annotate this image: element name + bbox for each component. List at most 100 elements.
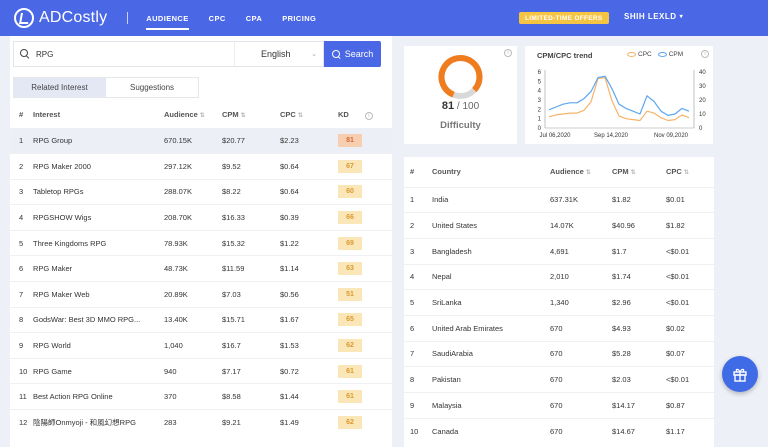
sort-icon[interactable]: ⇅ [297, 113, 303, 120]
cpm-value: $2.03 [612, 366, 666, 393]
interest-name[interactable]: RPG Maker 2000 [33, 153, 164, 180]
table-row[interactable]: 12 陰陽師Onmyoji - 和風幻想RPG 283 $9.21 $1.49 62 [10, 409, 392, 436]
language-value: English [261, 49, 291, 59]
interest-name[interactable]: RPG Game [33, 357, 164, 384]
row-number: 10 [10, 357, 33, 384]
col-header-cpc[interactable]: CPC ⇅ [666, 167, 689, 177]
col-header-cpm[interactable]: CPM ⇅ [222, 110, 246, 120]
col-header-audience[interactable]: Audience ⇅ [164, 110, 205, 120]
tab-suggestions[interactable]: Suggestions [106, 77, 199, 98]
sort-icon[interactable]: ⇅ [630, 170, 636, 177]
table-row[interactable]: 9 Malaysia 670 $14.17 $0.87 [404, 392, 714, 419]
cpc-value: <$0.01 [666, 289, 714, 316]
trend-legend: CPC CPM [627, 51, 683, 58]
sort-icon[interactable]: ⇅ [199, 113, 205, 120]
interest-name[interactable]: GodsWar: Best 3D MMO RPG... [33, 306, 164, 333]
col-header-country: Country [432, 167, 461, 177]
table-row[interactable]: 2 RPG Maker 2000 297.12K $9.52 $0.64 67 [10, 153, 392, 180]
table-row[interactable]: 3 Bangladesh 4,691 $1.7 <$0.01 [404, 237, 714, 265]
info-icon[interactable]: i [701, 50, 709, 58]
table-row[interactable]: 11 Best Action RPG Online 370 $8.58 $1.44 61 [10, 383, 392, 410]
interest-name[interactable]: Tabletop RPGs [33, 178, 164, 205]
trend-chart[interactable]: 0 1 2 3 4 5 6 0 10 20 30 40 Jul 06,2020 Sep 14,2020 No… [525, 46, 713, 144]
cpm-value: $8.58 [222, 383, 280, 410]
series-line-cpc[interactable] [548, 77, 690, 122]
interest-name[interactable]: RPG Maker [33, 255, 164, 282]
series-line-cpm[interactable] [548, 75, 690, 117]
row-number: 8 [10, 306, 33, 333]
info-icon[interactable]: i [504, 49, 512, 57]
interest-name[interactable]: Best Action RPG Online [33, 383, 164, 410]
cpc-value: $1.67 [280, 306, 338, 333]
right-axis-tick: 10 [699, 112, 706, 118]
interest-name[interactable]: RPGSHOW Wigs [33, 204, 164, 231]
table-row[interactable]: 6 RPG Maker 48.73K $11.59 $1.14 63 [10, 255, 392, 282]
audience-value: 2,010 [550, 263, 612, 290]
nav-item-pricing[interactable]: PRICING [282, 13, 317, 23]
table-row[interactable]: 7 RPG Maker Web 20.89K $7.03 $0.56 51 [10, 281, 392, 308]
search-input[interactable] [36, 49, 226, 59]
legend-label-cpc[interactable]: CPC [638, 51, 652, 58]
table-row[interactable]: 1 RPG Group 670.15K $20.77 $2.23 81 [10, 127, 392, 154]
table-row[interactable]: 5 SriLanka 1,340 $2.96 <$0.01 [404, 289, 714, 316]
table-row[interactable]: 10 RPG Game 940 $7.17 $0.72 61 [10, 357, 392, 384]
gift-icon [733, 368, 747, 382]
legend-label-cpm[interactable]: CPM [668, 51, 684, 58]
table-row[interactable]: 8 Pakistan 670 $2.03 <$0.01 [404, 366, 714, 393]
table-row[interactable]: 2 United States 14.07K $40.96 $1.82 [404, 212, 714, 239]
tab-related-interest[interactable]: Related Interest [13, 77, 106, 98]
table-row[interactable]: 1 India 637.31K $1.82 $0.01 [404, 186, 714, 213]
cpc-value: $0.64 [280, 178, 338, 205]
row-number: 12 [10, 409, 33, 436]
audience-value: 670 [550, 314, 612, 342]
language-select[interactable]: English ⌄ [234, 41, 324, 67]
interest-name[interactable]: RPG Maker Web [33, 281, 164, 308]
sort-icon[interactable]: ⇅ [240, 113, 246, 120]
kd-badge: 69 [338, 236, 362, 250]
interest-name[interactable]: RPG Group [33, 127, 164, 154]
audience-value: 1,040 [164, 332, 222, 359]
sort-icon[interactable]: ⇅ [683, 170, 689, 177]
col-header-kd: KD i [338, 102, 392, 128]
table-row[interactable]: 6 United Arab Emirates 670 $4.93 $0.02 [404, 314, 714, 342]
table-row[interactable]: 3 Tabletop RPGs 288.07K $8.22 $0.64 60 [10, 178, 392, 205]
kd-badge: 65 [338, 313, 362, 327]
right-axis-tick: 30 [699, 84, 706, 90]
audience-value: 1,340 [550, 289, 612, 316]
info-icon[interactable]: i [364, 111, 373, 120]
user-menu[interactable]: SHIH LEXLD ▾ [624, 12, 683, 21]
table-row[interactable]: 4 RPGSHOW Wigs 208.70K $16.33 $0.39 66 [10, 204, 392, 231]
kd-badge: 60 [338, 185, 362, 199]
cpc-value: $0.72 [280, 357, 338, 384]
col-header-audience[interactable]: Audience ⇅ [550, 167, 591, 177]
nav-item-audience[interactable]: AUDIENCE [146, 0, 190, 36]
col-header-number: # [410, 167, 415, 177]
nav-item-cpa[interactable]: CPA [245, 13, 263, 23]
table-row[interactable]: 4 Nepal 2,010 $1.74 <$0.01 [404, 263, 714, 290]
table-row[interactable]: 10 Canada 670 $14.67 $1.17 [404, 417, 714, 444]
audience-value: 637.31K [550, 186, 612, 213]
offer-badge[interactable]: LIMITED-TIME OFFERS [519, 12, 609, 24]
search-button[interactable]: Search [324, 41, 381, 67]
table-row[interactable]: 5 Three Kingdoms RPG 78.93K $15.32 $1.22 69 [10, 229, 392, 256]
row-number: 1 [404, 186, 432, 213]
interest-name[interactable]: 陰陽師Onmyoji - 和風幻想RPG [33, 409, 164, 436]
search-icon [331, 49, 341, 59]
brand-logo[interactable]: ADCostly [14, 8, 107, 28]
nav-item-cpc[interactable]: CPC [208, 13, 226, 23]
search-field[interactable] [13, 41, 234, 67]
col-header-cpc[interactable]: CPC ⇅ [280, 110, 303, 120]
sort-icon[interactable]: ⇅ [585, 170, 591, 177]
audience-value: 283 [164, 409, 222, 436]
interest-name[interactable]: Three Kingdoms RPG [33, 229, 164, 256]
left-axis-tick: 1 [538, 117, 542, 123]
table-row[interactable]: 8 GodsWar: Best 3D MMO RPG... 13.40K $15.71… [10, 306, 392, 333]
audience-value: 370 [164, 383, 222, 410]
table-row[interactable]: 9 RPG World 1,040 $16.7 $1.53 62 [10, 332, 392, 359]
interest-name[interactable]: RPG World [33, 332, 164, 359]
legend-swatch-cpm [657, 52, 667, 57]
table-row[interactable]: 7 SaudiArabia 670 $5.28 $0.07 [404, 340, 714, 367]
gift-button[interactable] [722, 356, 758, 392]
col-header-cpm[interactable]: CPM ⇅ [612, 167, 636, 177]
main-nav: AUDIENCE CPC CPA PRICING [146, 0, 336, 36]
